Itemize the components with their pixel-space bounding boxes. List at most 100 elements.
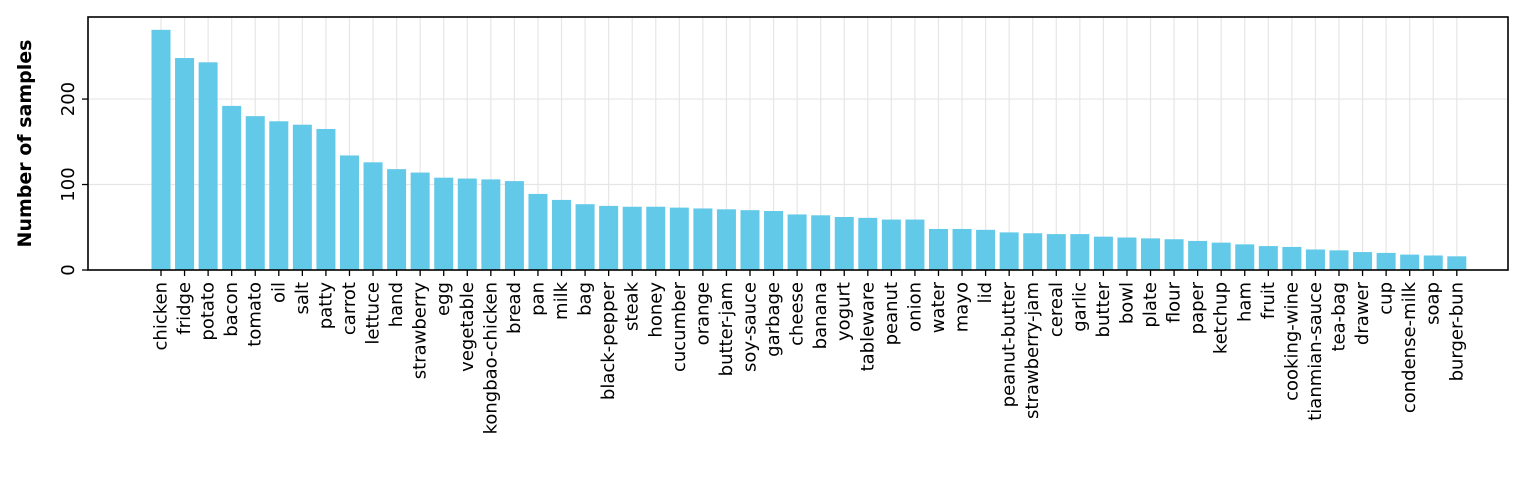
bar-butter xyxy=(1093,236,1113,270)
bar-pan xyxy=(528,193,548,270)
x-tick-label: soap xyxy=(1423,282,1444,325)
plot-frame xyxy=(87,16,1509,271)
x-tick-label: garbage xyxy=(763,282,784,357)
bars xyxy=(151,29,1467,271)
bar-bread xyxy=(504,181,524,270)
x-tick-label: salt xyxy=(292,282,313,314)
x-tick-label: bread xyxy=(504,282,525,334)
x-tick-label: water xyxy=(928,281,949,333)
x-tick-label: drawer xyxy=(1352,281,1373,345)
x-tick-label: butter xyxy=(1093,281,1114,337)
x-tick-label: black-pepper xyxy=(598,281,619,400)
bar-honey xyxy=(646,206,666,270)
x-tick-label: fridge xyxy=(174,282,195,335)
y-ticks: 0 100 200 xyxy=(58,82,88,276)
bar-drawer xyxy=(1353,252,1373,270)
bar-cereal xyxy=(1046,234,1066,270)
bar-tea-bag xyxy=(1329,250,1349,270)
bar-cup xyxy=(1376,252,1396,270)
bar-fridge xyxy=(175,58,195,271)
x-tick-label: bag xyxy=(575,282,596,316)
x-tick-label: cucumber xyxy=(669,281,690,372)
x-tick-label: kongbao-chicken xyxy=(480,282,501,434)
x-tick-label: steak xyxy=(622,281,643,331)
x-tick-label: plate xyxy=(1140,282,1161,328)
bar-salt xyxy=(292,124,312,270)
bar-soy-sauce xyxy=(740,210,760,270)
bar-garbage xyxy=(764,211,784,270)
x-tick-label: lid xyxy=(975,282,996,303)
x-tick-label: cereal xyxy=(1046,282,1067,337)
bar-bowl xyxy=(1117,237,1137,270)
x-tick-label: carrot xyxy=(339,282,360,335)
x-tick-label: garlic xyxy=(1069,282,1090,332)
x-tick-label: fruit xyxy=(1258,282,1279,319)
bar-carrot xyxy=(339,155,359,270)
x-tick-label: mayo xyxy=(952,282,973,332)
bar-oil xyxy=(269,121,289,270)
x-tick-label: cup xyxy=(1376,282,1397,315)
x-tick-label: milk xyxy=(551,281,572,320)
bar-butter-jam xyxy=(716,209,736,270)
x-tick-label: lettuce xyxy=(363,282,384,345)
bar-hand xyxy=(387,169,407,270)
x-tick-label: bacon xyxy=(221,282,242,337)
y-tick-label: 0 xyxy=(58,264,79,275)
x-tick-label: peanut xyxy=(881,282,902,345)
x-tick-label: peanut-butter xyxy=(999,281,1020,407)
x-tick-label: tianmian-sauce xyxy=(1305,282,1326,421)
x-tick-label: cheese xyxy=(787,282,808,346)
bar-strawberry-jam xyxy=(1023,233,1043,270)
bar-water xyxy=(928,228,948,270)
bar-paper xyxy=(1188,240,1208,270)
x-tick-label: tableware xyxy=(857,282,878,371)
bar-egg xyxy=(434,177,454,270)
bar-tomato xyxy=(245,116,265,270)
bar-vegetable xyxy=(457,178,477,270)
bar-soap xyxy=(1423,255,1443,270)
bar-plate xyxy=(1141,238,1161,270)
x-tick-labels: chicken fridge potato bacon tomato oil salt pat… xyxy=(151,270,1467,434)
x-tick-label: cooking-wine xyxy=(1281,282,1302,401)
bar-strawberry xyxy=(410,172,430,270)
x-tick-label: ketchup xyxy=(1211,282,1232,354)
bar-ham xyxy=(1235,244,1255,270)
x-tick-label: egg xyxy=(433,282,454,316)
bar-black-pepper xyxy=(599,205,619,270)
y-axis-title: Number of samples xyxy=(14,40,36,248)
bar-steak xyxy=(622,206,642,270)
bar-onion xyxy=(905,219,925,270)
bar-cheese xyxy=(787,214,807,270)
bar-kongbao-chicken xyxy=(481,179,501,270)
bar-banana xyxy=(811,215,831,270)
x-tick-label: bowl xyxy=(1116,282,1137,324)
bar-lettuce xyxy=(363,162,383,270)
bar-tableware xyxy=(858,217,878,270)
x-tick-label: potato xyxy=(198,282,219,341)
bar-peanut xyxy=(881,219,901,270)
x-tick-label: butter-jam xyxy=(716,282,737,376)
x-tick-label: tea-bag xyxy=(1329,282,1350,352)
bar-milk xyxy=(552,199,572,270)
bar-cucumber xyxy=(669,207,689,270)
x-tick-label: oil xyxy=(268,282,289,303)
bar-lid xyxy=(976,229,996,270)
bar-cooking-wine xyxy=(1282,246,1302,270)
x-tick-label: chicken xyxy=(151,282,172,350)
y-tick-label: 200 xyxy=(58,82,79,116)
y-tick-label: 100 xyxy=(58,167,79,201)
bar-orange xyxy=(693,208,713,270)
x-tick-label: vegetable xyxy=(457,282,478,372)
x-tick-label: soy-sauce xyxy=(740,282,761,372)
bar-garlic xyxy=(1070,234,1090,270)
x-tick-label: tomato xyxy=(245,282,266,347)
x-tick-label: condense-milk xyxy=(1399,281,1420,413)
bar-bacon xyxy=(222,105,242,270)
x-tick-label: burger-bun xyxy=(1446,282,1467,381)
bar-tianmian-sauce xyxy=(1305,249,1325,270)
bar-bag xyxy=(575,204,595,270)
bar-potato xyxy=(198,62,218,270)
x-tick-label: flour xyxy=(1164,281,1185,323)
